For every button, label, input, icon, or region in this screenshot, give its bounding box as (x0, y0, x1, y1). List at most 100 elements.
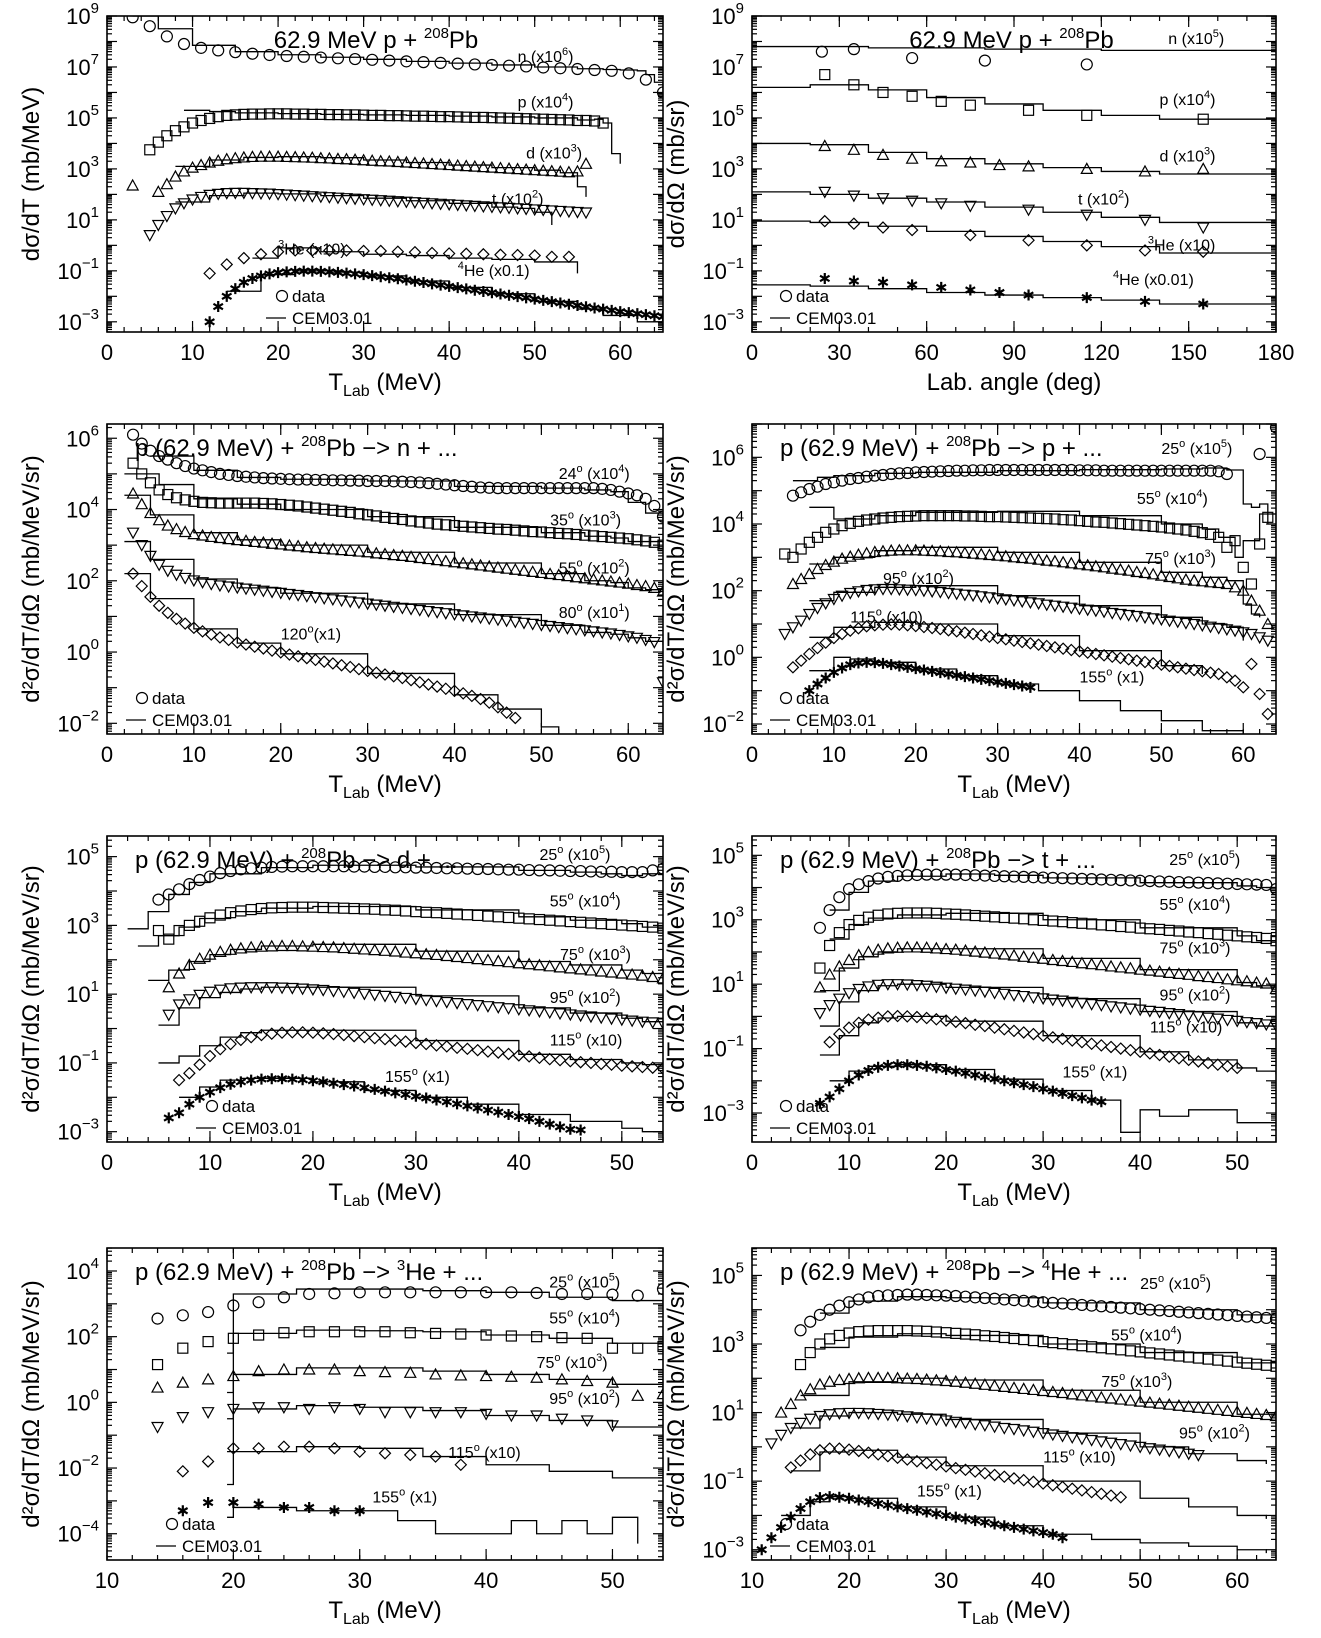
x-tick-label: 30 (404, 1150, 428, 1175)
data-point (144, 144, 156, 156)
data-point (1146, 656, 1160, 670)
data-point (1018, 1523, 1030, 1535)
data-point (571, 114, 584, 127)
data-point (369, 1083, 381, 1095)
data-point (1098, 516, 1110, 528)
data-point (1008, 1077, 1020, 1089)
data-point (968, 1018, 982, 1032)
series-0 (794, 1288, 1276, 1337)
data-point (177, 1505, 189, 1517)
data-point (500, 482, 513, 495)
data-point (563, 114, 575, 126)
model-curve (752, 142, 1276, 176)
data-point (1094, 958, 1108, 971)
data-point (302, 1362, 316, 1375)
data-point (963, 228, 977, 242)
data-point (605, 1375, 619, 1388)
data-point (246, 47, 259, 60)
data-point (1008, 1521, 1020, 1533)
data-point (492, 523, 504, 535)
data-point (833, 891, 846, 904)
data-point (306, 1026, 320, 1040)
data-point (266, 1073, 278, 1085)
data-point (352, 544, 366, 557)
data-point (434, 157, 448, 170)
data-point (223, 497, 235, 509)
data-point (881, 1409, 895, 1422)
data-point (275, 498, 287, 511)
data-point (1183, 926, 1195, 938)
x-tick-label: 10 (180, 340, 204, 365)
model-curve (227, 1367, 663, 1420)
data-point (1192, 1307, 1205, 1320)
y-tick-label: 105 (711, 839, 744, 868)
model-curve (150, 455, 663, 524)
data-point (570, 482, 583, 495)
plot-area (127, 860, 663, 1136)
data-point (991, 631, 1004, 645)
data-point (1097, 464, 1111, 477)
data-point (532, 958, 546, 971)
data-point (201, 1407, 215, 1419)
data-point (277, 1440, 291, 1454)
data-point (891, 1371, 905, 1384)
data-point (275, 939, 289, 952)
data-point (1124, 921, 1137, 933)
data-point (151, 1312, 164, 1325)
data-point (941, 587, 956, 600)
data-point (328, 1077, 339, 1089)
data-point (422, 477, 435, 490)
data-point (561, 528, 574, 540)
data-point (1075, 956, 1089, 969)
data-point (337, 941, 351, 954)
data-point (534, 1115, 545, 1127)
data-point (963, 200, 977, 213)
data-point (877, 86, 889, 99)
data-point (917, 585, 931, 598)
data-point (176, 1375, 190, 1388)
data-point (264, 268, 275, 280)
data-point (622, 67, 635, 80)
data-point (1195, 664, 1209, 678)
data-point (1075, 997, 1089, 1010)
data-point (536, 204, 550, 217)
data-point (910, 1288, 924, 1301)
data-point (636, 1060, 649, 1074)
y-tick-label: 10−1 (57, 1047, 99, 1076)
data-point (1154, 614, 1168, 627)
data-point (205, 466, 218, 479)
data-point (1182, 968, 1196, 980)
data-point (586, 572, 601, 585)
data-point (574, 864, 587, 878)
data-point (877, 276, 889, 288)
data-point (193, 951, 207, 964)
model-curve (227, 1404, 663, 1453)
data-point (183, 1066, 196, 1080)
data-point (331, 52, 345, 65)
data-point (1076, 1340, 1088, 1352)
data-point (1124, 1043, 1137, 1057)
data-point (357, 244, 370, 258)
data-point (564, 864, 577, 878)
data-point (992, 158, 1006, 171)
data-point (296, 939, 310, 952)
data-point (553, 527, 565, 539)
data-point (245, 862, 258, 875)
data-point (1138, 566, 1152, 579)
data-point (959, 868, 972, 882)
data-point (639, 579, 653, 592)
data-point (201, 1372, 215, 1385)
data-point (327, 504, 339, 516)
data-point (1192, 876, 1205, 889)
series-label: 95o (x102) (1179, 1422, 1250, 1442)
data-point (991, 548, 1005, 561)
data-point (419, 1037, 433, 1051)
data-point (481, 862, 495, 876)
data-point (1182, 1448, 1196, 1461)
data-point (254, 188, 268, 201)
data-point (968, 1377, 982, 1389)
data-point (1163, 464, 1176, 477)
data-point (833, 927, 845, 939)
data-point (440, 996, 454, 1009)
data-point (1104, 959, 1118, 972)
